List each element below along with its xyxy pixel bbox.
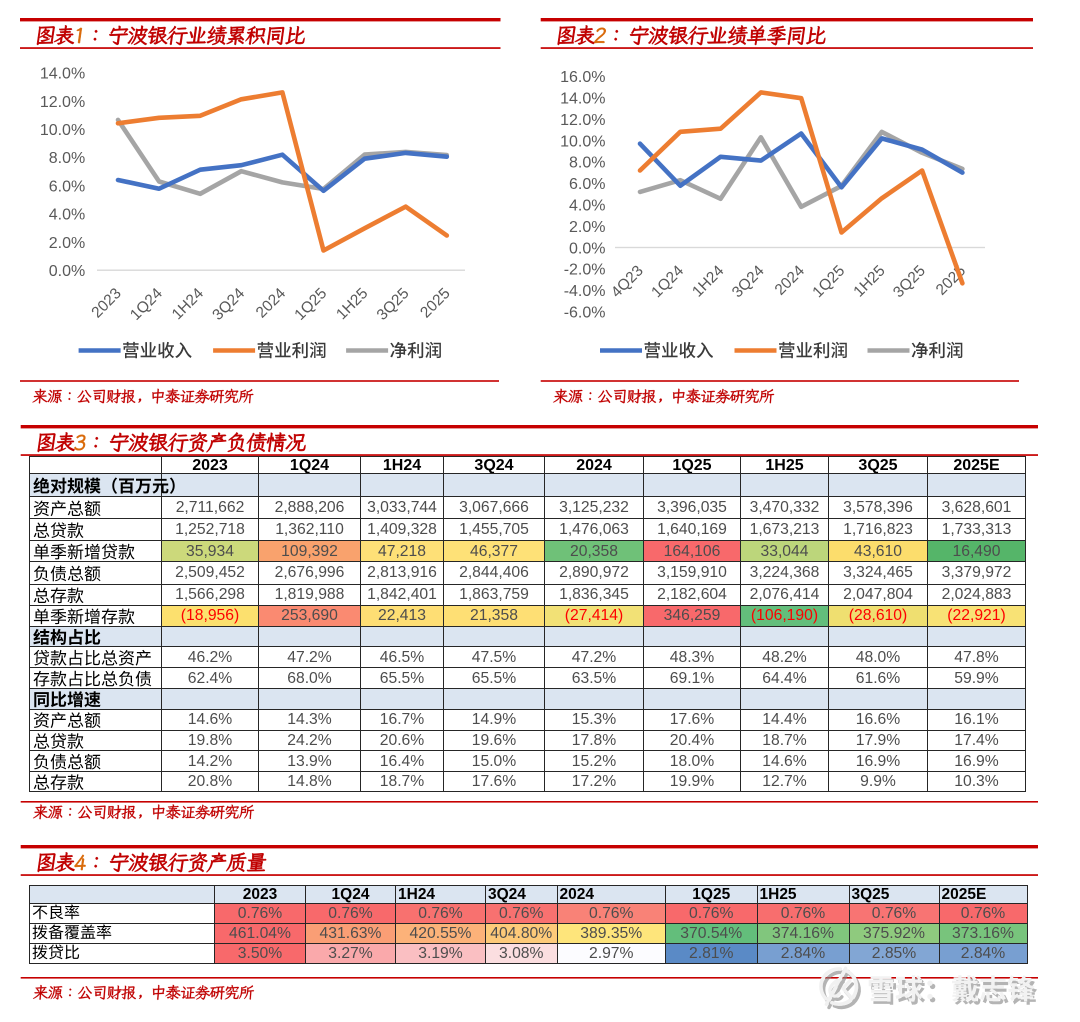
svg-text:2025: 2025 (417, 285, 453, 321)
svg-text:3Q24: 3Q24 (729, 262, 768, 301)
svg-text:0.0%: 0.0% (49, 263, 85, 280)
svg-text:1Q25: 1Q25 (809, 262, 848, 301)
svg-text:16.0%: 16.0% (560, 69, 605, 86)
svg-text:1Q24: 1Q24 (127, 285, 166, 324)
svg-text:8.0%: 8.0% (49, 150, 85, 167)
svg-text:6.0%: 6.0% (49, 178, 85, 195)
svg-text:-4.0%: -4.0% (564, 283, 606, 300)
svg-text:2023: 2023 (88, 285, 124, 321)
svg-text:1H24: 1H24 (689, 262, 727, 300)
svg-text:-2.0%: -2.0% (564, 262, 606, 279)
svg-text:12.0%: 12.0% (40, 94, 85, 111)
svg-text:2024: 2024 (772, 262, 809, 299)
svg-text:6.0%: 6.0% (569, 176, 605, 193)
svg-text:-6.0%: -6.0% (564, 305, 606, 322)
svg-text:12.0%: 12.0% (560, 112, 605, 129)
svg-text:2024: 2024 (253, 285, 290, 322)
svg-text:2.0%: 2.0% (569, 219, 605, 236)
svg-text:10.0%: 10.0% (560, 133, 605, 150)
svg-text:4Q23: 4Q23 (608, 262, 647, 301)
svg-text:1Q25: 1Q25 (291, 285, 330, 324)
svg-text:14.0%: 14.0% (560, 91, 605, 108)
svg-text:1Q24: 1Q24 (648, 262, 687, 301)
svg-text:1H24: 1H24 (169, 285, 207, 323)
svg-text:14.0%: 14.0% (40, 66, 85, 83)
svg-text:1H25: 1H25 (850, 262, 888, 300)
svg-text:3Q25: 3Q25 (890, 262, 929, 301)
svg-text:8.0%: 8.0% (569, 155, 605, 172)
svg-text:3Q25: 3Q25 (374, 285, 413, 324)
svg-text:4.0%: 4.0% (569, 198, 605, 215)
svg-text:3Q24: 3Q24 (209, 285, 248, 324)
svg-text:2.0%: 2.0% (49, 235, 85, 252)
svg-text:4.0%: 4.0% (49, 207, 85, 224)
svg-text:1H25: 1H25 (333, 285, 371, 323)
svg-text:10.0%: 10.0% (40, 122, 85, 139)
svg-text:0.0%: 0.0% (569, 240, 605, 257)
